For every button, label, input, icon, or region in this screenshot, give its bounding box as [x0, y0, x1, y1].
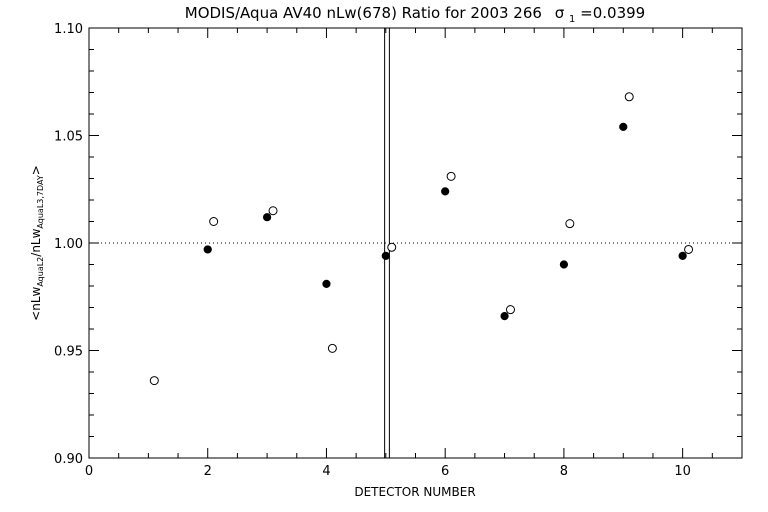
chart-title: MODIS/Aqua AV40 nLw(678) Ratio for 2003 … — [185, 4, 645, 26]
y-axis-label: <nLwAquaL2/nLwAquaL3,7DAY> — [29, 165, 45, 321]
y-tick-label: 1.10 — [54, 22, 83, 37]
data-point-filled — [619, 122, 628, 132]
y-axis-label-sub1: AquaL2 — [36, 257, 45, 287]
data-point-open — [624, 92, 634, 102]
plot-border — [88, 27, 743, 459]
x-axis-label: DETECTOR NUMBER — [354, 485, 475, 499]
chart-title-main: MODIS/Aqua AV40 nLw(678) Ratio for 2003 … — [185, 4, 542, 22]
data-point-open — [387, 242, 397, 252]
x-tick-label: 8 — [560, 464, 568, 479]
data-point-open — [446, 171, 456, 181]
x-tick-label: 6 — [441, 464, 449, 479]
y-axis-label-sub2: AquaL3,7DAY — [36, 175, 45, 228]
data-point-filled — [441, 187, 450, 196]
data-point-filled — [262, 213, 272, 222]
y-tick-label: 1.00 — [54, 237, 83, 252]
chart-title-sigma-sub: 1 — [569, 14, 575, 25]
y-axis-label-suffix: > — [29, 165, 43, 175]
data-points — [149, 92, 694, 386]
data-point-filled — [559, 260, 569, 269]
data-point-open — [209, 217, 219, 226]
data-point-filled — [678, 251, 687, 260]
data-point-open — [565, 219, 575, 229]
y-tick-label: 0.90 — [54, 452, 83, 467]
x-tick-label: 4 — [322, 464, 330, 479]
data-point-filled — [381, 251, 390, 260]
data-point-open — [268, 206, 278, 216]
x-tick-label: 10 — [674, 464, 691, 479]
data-point-open — [149, 376, 159, 386]
chart-title-sigma: σ — [555, 4, 565, 22]
y-tick-label: 1.05 — [54, 130, 83, 145]
data-point-filled — [203, 245, 212, 254]
y-axis-label-prefix: <nLw — [29, 286, 43, 320]
x-tick-label: 2 — [204, 464, 212, 479]
data-point-open — [505, 305, 515, 315]
y-axis-label-mid: /nLw — [29, 228, 43, 256]
data-point-filled — [322, 279, 331, 288]
chart-title-sigma-value: =0.0399 — [580, 4, 645, 22]
data-point-open — [327, 343, 337, 353]
plot-frame — [88, 27, 743, 459]
data-point-open — [684, 244, 694, 254]
x-axis: 0 2 4 6 8 10 — [85, 28, 743, 479]
data-point-filled — [500, 312, 509, 321]
y-tick-label: 0.95 — [54, 345, 83, 360]
x-tick-label: 0 — [85, 464, 93, 479]
y-axis: 0.90 0.95 1.00 1.05 1.10 — [54, 22, 742, 467]
reference-lines — [89, 28, 742, 458]
